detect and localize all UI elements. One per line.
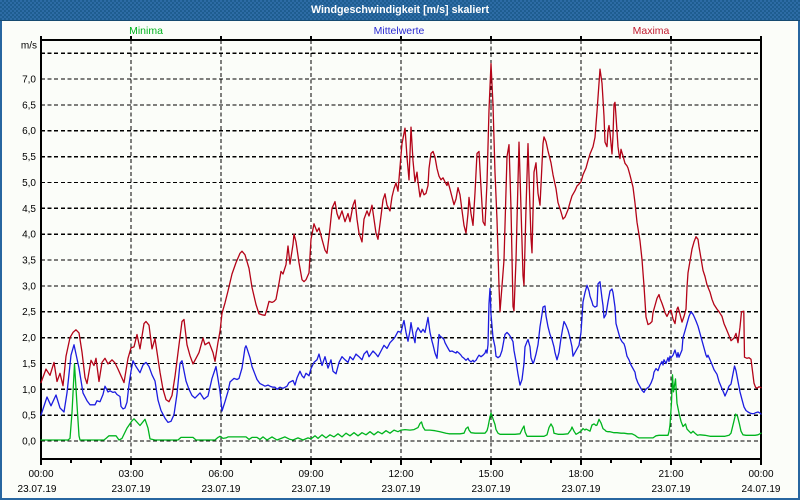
svg-text:4,0: 4,0	[22, 230, 36, 241]
svg-text:3,0: 3,0	[22, 281, 36, 292]
svg-text:5,0: 5,0	[22, 178, 36, 189]
svg-text:3,5: 3,5	[22, 256, 36, 267]
svg-text:23.07.19: 23.07.19	[562, 484, 601, 495]
svg-text:0,0: 0,0	[22, 437, 36, 448]
svg-text:15:00: 15:00	[478, 469, 503, 480]
svg-text:23.07.19: 23.07.19	[18, 484, 57, 495]
svg-text:23.07.19: 23.07.19	[472, 484, 511, 495]
svg-text:24.07.19: 24.07.19	[742, 484, 781, 495]
svg-text:6,5: 6,5	[22, 100, 36, 111]
svg-text:00:00: 00:00	[28, 469, 53, 480]
svg-text:m/s: m/s	[21, 41, 37, 52]
svg-text:7,0: 7,0	[22, 75, 36, 86]
svg-text:00:00: 00:00	[748, 469, 773, 480]
svg-text:2,0: 2,0	[22, 333, 36, 344]
svg-text:23.07.19: 23.07.19	[382, 484, 421, 495]
svg-text:23.07.19: 23.07.19	[112, 484, 151, 495]
svg-text:03:00: 03:00	[118, 469, 143, 480]
svg-text:5,5: 5,5	[22, 152, 36, 163]
svg-text:18:00: 18:00	[568, 469, 593, 480]
svg-text:1,5: 1,5	[22, 359, 36, 370]
svg-text:21:00: 21:00	[658, 469, 683, 480]
svg-text:23.07.19: 23.07.19	[202, 484, 241, 495]
svg-text:1,0: 1,0	[22, 385, 36, 396]
svg-text:06:00: 06:00	[208, 469, 233, 480]
svg-text:0,5: 0,5	[22, 411, 36, 422]
svg-text:12:00: 12:00	[388, 469, 413, 480]
svg-text:23.07.19: 23.07.19	[292, 484, 331, 495]
svg-text:23.07.19: 23.07.19	[652, 484, 691, 495]
svg-text:09:00: 09:00	[298, 469, 323, 480]
svg-text:2,5: 2,5	[22, 307, 36, 318]
svg-text:4,5: 4,5	[22, 204, 36, 215]
svg-text:6,0: 6,0	[22, 126, 36, 137]
